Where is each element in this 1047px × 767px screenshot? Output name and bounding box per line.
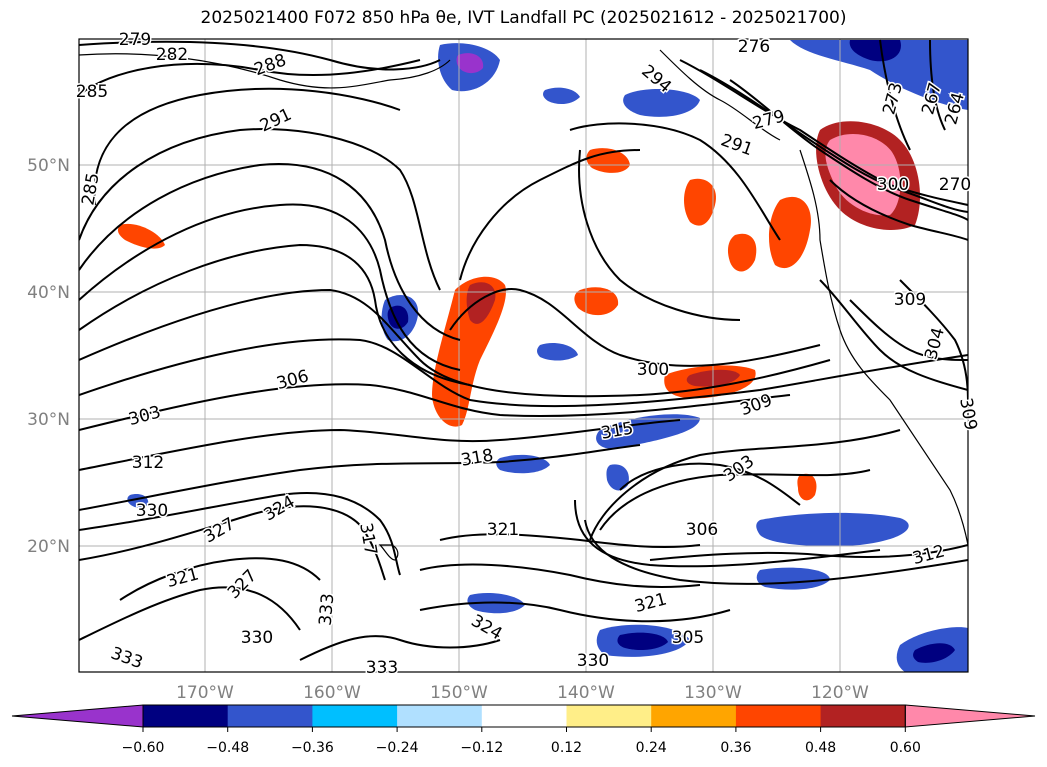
contour-label: 276 [738,37,770,57]
lon-label-150w: 150°W [430,683,488,703]
ivt-patch-orange-w [117,223,165,249]
lat-label-40n: 40°N [27,283,70,303]
lat-label-30n: 30°N [27,410,70,430]
colorbar-extend-high [904,704,1036,728]
colorbar-tick-label: 0.12 [551,740,582,756]
ivt-patch-blue-s1-dark [617,632,668,650]
lat-label-20n: 20°N [27,537,70,557]
ivt-patch-blue-n2 [623,88,700,117]
ivt-patch-orange-sc [797,473,817,501]
ivt-patch-orange-mid [574,287,619,316]
colorbar-segment [735,705,822,727]
ivt-patch-orange-coast2 [727,233,757,272]
colorbar-segment [820,705,906,727]
colorbar-segment [143,705,229,727]
contour-label: 282 [156,45,188,65]
colorbar-segment [481,705,567,727]
colorbar-tick-label: −0.60 [122,740,165,756]
colorbar-segment [227,705,313,727]
ivt-patch-purple-nw [456,53,484,74]
ivt-patch-pink-core [825,133,901,216]
colorbar-segment [566,705,652,727]
contour-label: 312 [132,453,164,473]
ivt-patch-ar-central-core [466,282,496,324]
colorbar-tick-label: −0.24 [376,740,419,756]
longitude-labels: 170°W 160°W 150°W 140°W 130°W 120°W [176,683,869,703]
contour-label: 300 [877,175,909,195]
ivt-patch-blue-sub1 [756,512,909,547]
ivt-patch-blue-pac1 [596,414,700,449]
contour-label: 330 [136,501,168,521]
colorbar-tick-label: −0.36 [291,740,334,756]
plot-frame [78,38,969,673]
colorbar-frame [142,704,906,728]
colorbar-segment [397,705,483,727]
colorbar-tick-labels: −0.60 −0.48 −0.36 −0.24 −0.12 0.12 0.24 0.36 0.4… [122,727,921,756]
ivt-shading [117,40,968,672]
contour-label: 306 [686,520,718,540]
contour-label: 270 [939,175,971,195]
contour-label: 300 [637,360,669,380]
ivt-patch-blue-se-dark [913,643,955,663]
ivt-patch-orange-coast [684,178,716,226]
colorbar [11,704,1036,728]
ivt-patch-blue-ne-dark [849,40,901,62]
contour-label: 330 [577,651,609,671]
lon-label-120w: 120°W [811,683,869,703]
colorbar-extend-low [11,704,144,728]
ivt-patch-orange-ne [768,196,811,269]
colorbar-tick-label: 0.24 [636,740,667,756]
figure-title: 2025021400 F072 850 hPa θe, IVT Landfall… [200,8,847,28]
ivt-patch-blue-n3 [543,87,580,105]
contour-label: 285 [76,82,108,102]
colorbar-tick-label: 0.48 [805,740,836,756]
coastlines [79,49,968,561]
colorbar-segment [651,705,737,727]
theta-e-contours [79,39,968,661]
contour-label: 305 [672,628,704,648]
ivt-patch-blue-ne [790,40,968,110]
lon-label-170w: 170°W [176,683,234,703]
ivt-patch-blue-mid2 [537,343,578,361]
contour-label: 333 [366,658,398,678]
ivt-patch-blue-pac3 [606,464,629,491]
contour-label: 333 [316,593,339,627]
lon-label-160w: 160°W [303,683,361,703]
lon-label-140w: 140°W [557,683,615,703]
contour-label: 330 [241,628,273,648]
colorbar-segment [312,705,398,727]
colorbar-tick-label: −0.48 [206,740,249,756]
lat-label-50n: 50°N [27,156,70,176]
contour-label: 309 [894,290,926,310]
colorbar-tick-label: 0.60 [890,740,921,756]
colorbar-tick-label: 0.36 [720,740,751,756]
lon-label-130w: 130°W [684,683,742,703]
contour-label: 279 [119,30,151,50]
colorbar-tick-label: −0.12 [460,740,503,756]
latitude-labels: 50°N 40°N 30°N 20°N [27,156,70,557]
contour-label: 321 [487,520,519,540]
